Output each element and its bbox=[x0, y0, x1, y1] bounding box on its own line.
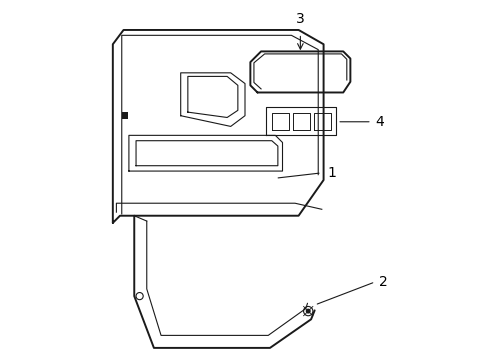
Text: 1: 1 bbox=[327, 166, 336, 180]
Text: 4: 4 bbox=[375, 115, 384, 129]
Text: 2: 2 bbox=[379, 275, 388, 289]
Text: 3: 3 bbox=[296, 12, 305, 26]
Circle shape bbox=[306, 309, 310, 313]
Bar bbox=[122, 112, 128, 118]
